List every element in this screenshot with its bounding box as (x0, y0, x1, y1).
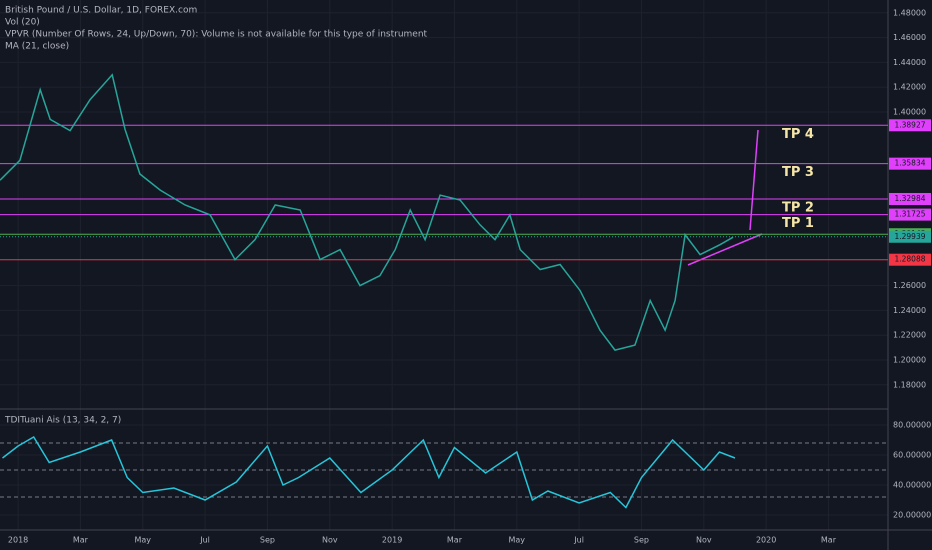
level-label: 1.28088 (894, 255, 925, 264)
level-badge (889, 157, 931, 170)
level-badge (889, 119, 931, 132)
x-tick-label: Mar (73, 536, 89, 545)
tp-label: TP 2 (782, 200, 814, 215)
series-line (0, 73, 734, 351)
x-tick-label: May (509, 536, 526, 545)
chart-title: British Pound / U.S. Dollar, 1D, FOREX.c… (5, 6, 197, 16)
x-tick-label: 2018 (8, 536, 28, 545)
y-tick-label: 1.44000 (893, 58, 926, 67)
series-line (2, 435, 736, 509)
tp-label: TP 4 (782, 127, 814, 142)
y-tick-label: 1.46000 (893, 33, 926, 42)
y-tick-label: 1.26000 (893, 281, 926, 290)
trend-line (749, 129, 759, 231)
legend-line: VPVR (Number Of Rows, 24, Up/Down, 70): … (5, 30, 428, 40)
x-tick-label: Sep (260, 536, 275, 545)
tp-label: TP 1 (782, 216, 814, 231)
y-tick-label: 1.18000 (893, 380, 926, 389)
level-badge (889, 253, 931, 266)
level-label: 1.32984 (894, 194, 925, 203)
y-tick-label: 1.24000 (893, 306, 926, 315)
level-label: 1.31725 (894, 210, 925, 219)
y-tick-label: 1.48000 (893, 8, 926, 17)
legend-line: MA (21, close) (5, 42, 69, 52)
x-tick-label: Mar (821, 536, 837, 545)
level-label: 1.38927 (894, 120, 925, 129)
y-tick-label: 60.00000 (893, 451, 931, 460)
last-price-label: 1.29939 (894, 232, 925, 241)
x-tick-label: Sep (634, 536, 649, 545)
legend-line: Vol (20) (5, 18, 40, 28)
x-tick-label: May (134, 536, 151, 545)
x-tick-label: 2019 (382, 536, 402, 545)
x-tick-label: Jul (199, 536, 210, 545)
level-badge (889, 208, 931, 221)
x-tick-label: Jul (573, 536, 584, 545)
x-tick-label: Nov (696, 536, 712, 545)
y-tick-label: 20.00000 (893, 511, 931, 520)
indicator-title: TDITuani Ais (13, 34, 2, 7) (4, 416, 121, 426)
y-tick-label: 1.42000 (893, 83, 926, 92)
y-tick-label: 1.22000 (893, 331, 926, 340)
level-badge (889, 192, 931, 205)
y-tick-label: 1.20000 (893, 356, 926, 365)
y-tick-label: 80.00000 (893, 421, 931, 430)
x-tick-label: Nov (322, 536, 338, 545)
last-price-badge (889, 230, 931, 243)
x-tick-label: Mar (447, 536, 463, 545)
tp-label: TP 3 (782, 165, 814, 180)
y-tick-label: 1.40000 (893, 107, 926, 116)
y-tick-label: 40.00000 (893, 481, 931, 490)
x-tick-label: 2020 (756, 536, 776, 545)
level-label: 1.35834 (894, 159, 925, 168)
